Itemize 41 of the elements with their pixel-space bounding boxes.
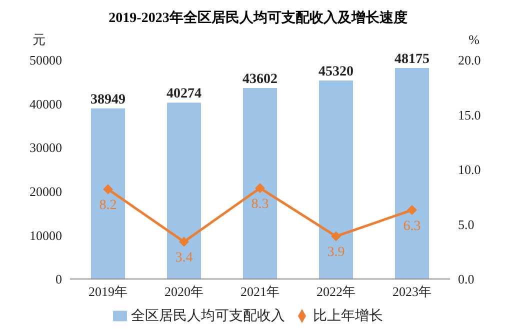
- x-tick-label: 2021年: [240, 284, 280, 300]
- point: [255, 183, 265, 194]
- point: [179, 236, 189, 247]
- data-label: 48175: [394, 52, 430, 67]
- legend-label: 比上年增长: [313, 308, 383, 324]
- y-tick-label: 40000: [30, 96, 62, 112]
- y2-tick-label: 15.0: [458, 107, 481, 122]
- data-label: 45320: [318, 64, 354, 80]
- data-label: 8.3: [251, 197, 269, 212]
- point: [103, 184, 113, 194]
- y-tick-label: 0: [56, 272, 62, 287]
- data-label: 8.2: [99, 198, 117, 214]
- bar: [167, 102, 201, 279]
- legend-label: 全区居民人均可支配收入: [131, 308, 285, 324]
- y-tick-label: 30000: [30, 140, 62, 156]
- data-label: 3.4: [175, 250, 193, 266]
- data-label: 38949: [90, 92, 126, 108]
- y-tick-label: 10000: [30, 228, 62, 243]
- data-label: 43602: [242, 72, 278, 88]
- y-tick-label: 50000: [30, 52, 62, 68]
- y2-tick-label: 0.0: [458, 272, 474, 287]
- point: [407, 205, 417, 216]
- data-label: 40274: [166, 86, 202, 102]
- chart-title: 2019-2023年全区居民人均可支配收入及增长速度: [108, 8, 408, 28]
- x-tick-label: 2019年: [88, 284, 128, 300]
- x-tick-label: 2020年: [164, 284, 204, 300]
- bar: [395, 68, 429, 279]
- y2-tick-label: 5.0: [458, 216, 474, 232]
- bar: [91, 108, 125, 279]
- data-label: 3.9: [327, 245, 345, 260]
- y2-axis-title: %: [468, 32, 480, 47]
- bar: [319, 80, 353, 279]
- y-tick-label: 20000: [30, 184, 62, 200]
- x-tick-label: 2022年: [316, 284, 356, 300]
- y2-tick-label: 20.0: [458, 52, 481, 68]
- point: [331, 231, 341, 242]
- y-axis-title: 元: [32, 32, 46, 47]
- data-label: 6.3: [403, 218, 421, 234]
- bar: [243, 88, 277, 279]
- x-tick-label: 2023年: [392, 284, 432, 300]
- y2-tick-label: 10.0: [458, 162, 481, 178]
